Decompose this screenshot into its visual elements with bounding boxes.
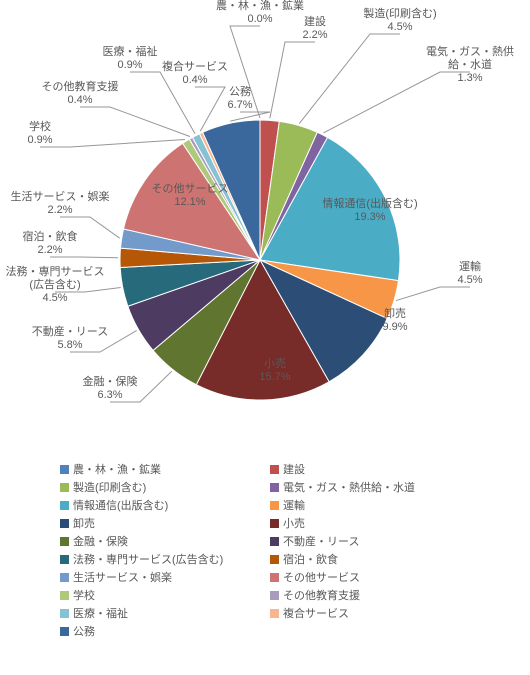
legend-label: 宿泊・飲食 xyxy=(283,551,338,567)
legend-label: 情報通信(出版含む) xyxy=(73,497,168,513)
legend-swatch xyxy=(270,465,279,474)
legend-item: 小売 xyxy=(270,514,480,532)
slice-label: 製造(印刷含む) 4.5% xyxy=(330,8,470,34)
slice-label: 小売 15.7% xyxy=(215,358,335,384)
legend-item: 卸売 xyxy=(60,514,270,532)
legend-item: 法務・専門サービス(広告含む) xyxy=(60,550,270,568)
legend-label: 建設 xyxy=(283,461,305,477)
legend-label: 電気・ガス・熱供給・水道 xyxy=(283,479,415,495)
legend-label: 医療・福祉 xyxy=(73,605,128,621)
slice-label: 宿泊・飲食 2.2% xyxy=(0,231,120,257)
legend-label: 生活サービス・娯楽 xyxy=(73,569,172,585)
legend-label: 不動産・リース xyxy=(283,533,359,549)
legend-item: 公務 xyxy=(60,622,270,640)
legend-item: その他教育支援 xyxy=(270,586,480,604)
legend-item: 建設 xyxy=(270,460,480,478)
legend-item: 不動産・リース xyxy=(270,532,480,550)
legend-item: 農・林・漁・鉱業 xyxy=(60,460,270,478)
slice-label: 生活サービス・娯楽 2.2% xyxy=(0,191,130,217)
slice-label: 複合サービス 0.4% xyxy=(125,61,265,87)
legend-swatch xyxy=(270,537,279,546)
legend-item: 電気・ガス・熱供給・水道 xyxy=(270,478,480,496)
legend-label: 金融・保険 xyxy=(73,533,128,549)
slice-label: その他サービス 12.1% xyxy=(130,183,250,209)
legend-swatch xyxy=(60,627,69,636)
legend-swatch xyxy=(60,465,69,474)
legend-label: 製造(印刷含む) xyxy=(73,479,146,495)
legend-swatch xyxy=(60,537,69,546)
legend-swatch xyxy=(60,591,69,600)
slice-label: 電気・ガス・熱供 給・水道 1.3% xyxy=(400,46,530,86)
legend-item: 医療・福祉 xyxy=(60,604,270,622)
legend-item xyxy=(270,622,480,640)
legend-swatch xyxy=(60,501,69,510)
legend-item: 製造(印刷含む) xyxy=(60,478,270,496)
slice-label: 公務 6.7% xyxy=(170,86,310,112)
legend-swatch xyxy=(270,519,279,528)
legend-swatch xyxy=(270,483,279,492)
legend-swatch xyxy=(60,519,69,528)
legend-item: その他サービス xyxy=(270,568,480,586)
legend-item: 運輸 xyxy=(270,496,480,514)
legend-item: 学校 xyxy=(60,586,270,604)
legend-label: 農・林・漁・鉱業 xyxy=(73,461,161,477)
slice-label: 金融・保険 6.3% xyxy=(40,376,180,402)
slice-label: 学校 0.9% xyxy=(0,121,110,147)
legend-label: その他教育支援 xyxy=(283,587,360,603)
legend-label: 公務 xyxy=(73,623,95,639)
legend-swatch xyxy=(270,555,279,564)
legend-swatch xyxy=(60,573,69,582)
legend-label: 学校 xyxy=(73,587,95,603)
legend-swatch xyxy=(270,501,279,510)
legend-label: その他サービス xyxy=(283,569,360,585)
legend-item: 情報通信(出版含む) xyxy=(60,496,270,514)
slice-label: 運輸 4.5% xyxy=(400,261,530,287)
legend-swatch xyxy=(60,609,69,618)
legend-label: 運輸 xyxy=(283,497,305,513)
slice-label: 法務・専門サービス (広告含む) 4.5% xyxy=(0,266,125,306)
legend: 農・林・漁・鉱業 建設製造(印刷含む) 電気・ガス・熱供給・水道情報通信(出版含む)… xyxy=(60,460,480,640)
legend-item: 生活サービス・娯楽 xyxy=(60,568,270,586)
legend-label: 法務・専門サービス(広告含む) xyxy=(73,551,223,567)
legend-label: 卸売 xyxy=(73,515,95,531)
legend-swatch xyxy=(270,609,279,618)
slice-label: 情報通信(出版含む) 19.3% xyxy=(310,198,430,224)
legend-swatch xyxy=(270,591,279,600)
slice-label: 不動産・リース 5.8% xyxy=(0,326,140,352)
legend-item: 金融・保険 xyxy=(60,532,270,550)
chart-container: 農・林・漁・鉱業 0.0%建設 2.2%製造(印刷含む) 4.5%電気・ガス・熱… xyxy=(0,0,530,675)
legend-swatch xyxy=(270,573,279,582)
slice-label: 卸売 9.9% xyxy=(335,308,455,334)
legend-swatch xyxy=(60,555,69,564)
legend-label: 小売 xyxy=(283,515,305,531)
legend-item: 宿泊・飲食 xyxy=(270,550,480,568)
legend-item: 複合サービス xyxy=(270,604,480,622)
legend-label: 複合サービス xyxy=(283,605,349,621)
legend-swatch xyxy=(60,483,69,492)
